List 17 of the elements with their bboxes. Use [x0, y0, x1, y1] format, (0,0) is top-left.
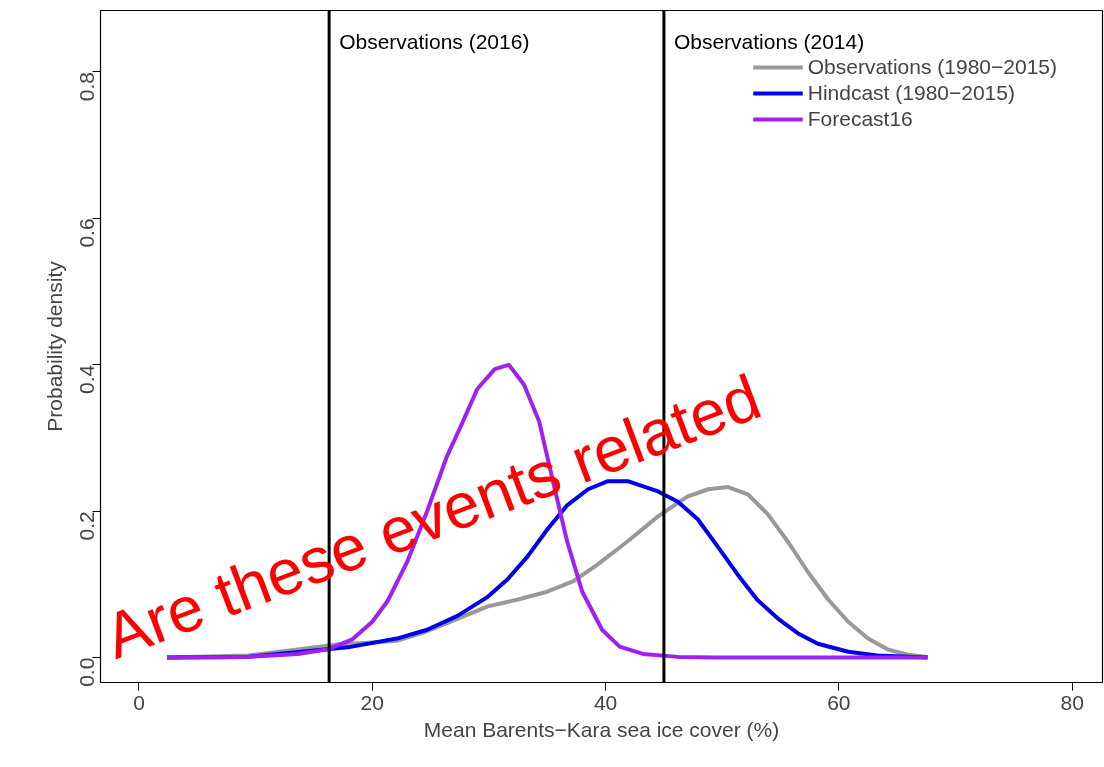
legend-label: Observations (1980−2015) [807, 55, 1057, 79]
x-axis-title: Mean Barents−Kara sea ice cover (%) [423, 717, 780, 741]
x-tick-label: 60 [827, 690, 851, 714]
y-tick-label: 0.8 [75, 71, 99, 102]
y-tick-label: 0.4 [75, 364, 99, 394]
y-axis-title: Probability density [42, 260, 66, 432]
y-tick-label: 0.2 [75, 511, 99, 541]
ref-line-label: Observations (2014) [673, 29, 865, 53]
legend-label: Forecast16 [807, 107, 913, 131]
y-tick-label: 0.0 [75, 657, 99, 687]
x-tick-label: 80 [1060, 690, 1084, 714]
y-tick-label: 0.6 [75, 218, 99, 248]
x-tick-label: 0 [133, 690, 145, 714]
legend-label: Hindcast (1980−2015) [807, 81, 1015, 105]
x-tick-label: 40 [593, 690, 618, 714]
ref-line-label: Observations (2016) [339, 29, 530, 53]
x-tick-label: 20 [360, 690, 384, 714]
